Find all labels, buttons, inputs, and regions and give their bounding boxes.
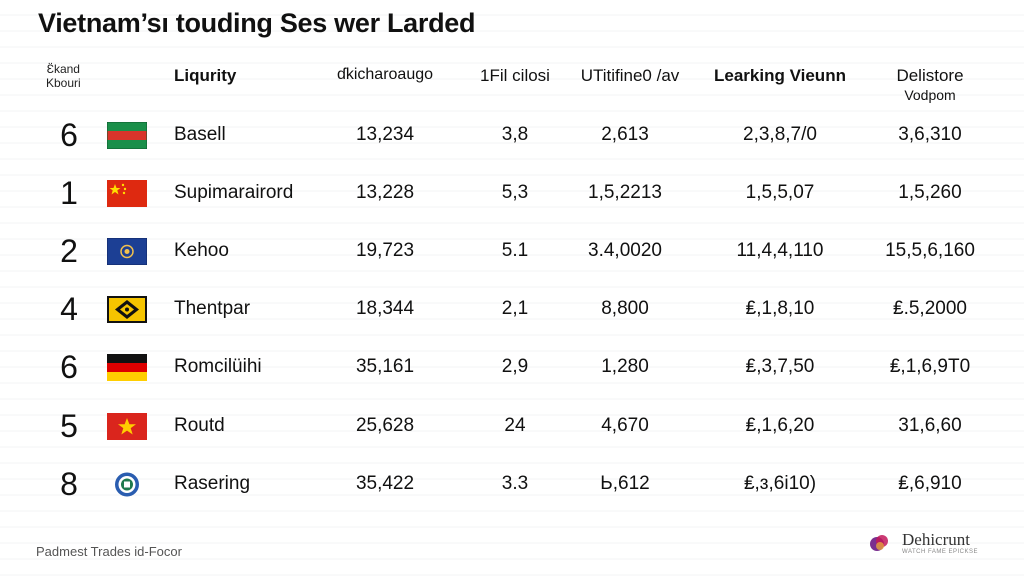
cell-col3: Ь,612 — [600, 473, 650, 494]
cell-col5: ₤,1,6,9T0 — [889, 356, 971, 377]
entry-name: Basell — [174, 124, 226, 145]
rank-header-line2: Kbouri — [46, 76, 81, 90]
cell-col4: 11,4,4,110 — [736, 240, 824, 261]
name-column-header: Liqurity — [174, 66, 237, 85]
rank-number: 1 — [60, 175, 78, 211]
col4-header: Learking Vieunn — [714, 66, 846, 85]
cell-col3: 3.4,0020 — [588, 240, 662, 261]
col1-header: ɗkicharoaugo — [336, 66, 434, 83]
entry-name: Thentpar — [174, 298, 251, 319]
cell-col4: ₤,3,7,50 — [745, 356, 815, 377]
cell-col2: 5.1 — [501, 240, 529, 261]
cell-col4: 1,5,5,07 — [745, 182, 815, 203]
table-row: 6 Basell 13,234 3,8 2,613 2,3,8,7/0 3,6,… — [0, 110, 1024, 160]
flag-icon — [107, 413, 147, 440]
entry-name: Routd — [174, 415, 225, 436]
cell-col1: 19,723 — [355, 240, 415, 261]
cell-col5: 1,5,260 — [898, 182, 962, 203]
flag-icon — [107, 180, 147, 207]
cell-col5: ₤,6,910 — [898, 473, 962, 494]
page-title: Vietnam’s​ı touding Ses wer Larded — [38, 8, 476, 38]
cell-col5: 31,6,60 — [898, 415, 962, 436]
cell-col3: 2,613 — [601, 124, 649, 145]
cell-col3: 8,800 — [601, 298, 649, 319]
brand-name: Dehicrunt — [902, 530, 970, 549]
cell-col2: 2,9 — [501, 356, 529, 377]
footer-caption: Padmest Trades id-Focor — [36, 544, 182, 559]
cell-col3: 4,670 — [601, 415, 649, 436]
cell-col1: 13,228 — [355, 182, 415, 203]
rank-column-header: Ɛ̈kand Kbouri — [46, 62, 81, 90]
table-row: 6 Romcilüihi 35,161 2,9 1,280 ₤,3,7,50 ₤… — [0, 342, 1024, 392]
rank-number: 5 — [60, 408, 78, 444]
cell-col1: 25,628 — [355, 415, 415, 436]
cell-col5: 3,6,310 — [898, 124, 962, 145]
col5-header: Delistore Vodpom — [860, 66, 1000, 103]
flag-icon — [107, 471, 147, 498]
cell-col5: ₤.5,2000 — [893, 298, 967, 319]
flag-icon — [107, 122, 147, 149]
cell-col1: 13,234 — [355, 124, 415, 145]
flag-icon — [107, 238, 147, 265]
col2-header: 1Fil cilosi — [480, 66, 550, 85]
flag-icon — [107, 354, 147, 381]
rank-number: 4 — [60, 291, 78, 327]
rank-number: 2 — [60, 233, 78, 269]
cell-col1: 18,344 — [355, 298, 415, 319]
cell-col2: 24 — [504, 415, 526, 436]
table-row: 4 Thentpar 18,344 2,1 8,800 ₤,1,8,10 ₤.5… — [0, 284, 1024, 334]
brand-logo-icon — [868, 532, 890, 554]
cell-col3: 1,5,2213 — [588, 182, 662, 203]
rank-number: 8 — [60, 466, 78, 502]
entry-name: Kehoo — [174, 240, 229, 261]
cell-col3: 1,280 — [601, 356, 649, 377]
cell-col5: 15,5,6,160 — [885, 240, 975, 261]
col5-header-subtitle: Vodpom — [904, 87, 956, 103]
cell-col2: 2,1 — [501, 298, 529, 319]
rank-number: 6 — [60, 349, 78, 385]
table-row: 5 Routd 25,628 24 4,670 ₤,1,6,20 31,6,60 — [0, 401, 1024, 451]
entry-name: Romcilüihi — [174, 356, 262, 377]
rank-header-line1: Ɛ̈kand — [46, 62, 80, 76]
flag-icon — [107, 296, 147, 323]
col5-header-title: Delistore — [896, 66, 964, 85]
cell-col2: 3,8 — [501, 124, 529, 145]
col3-header: UTitifine0 /av — [580, 66, 680, 85]
cell-col2: 3.3 — [501, 473, 529, 494]
brand-tagline: WATCH FAME EPICKSE — [902, 549, 979, 555]
cell-col4: ₤,1,6,20 — [745, 415, 815, 436]
entry-name: Supimarairord — [174, 182, 294, 203]
cell-col4: ₤,1,8,10 — [745, 298, 815, 319]
cell-col4: ₤,ɜ,6i10) — [743, 473, 817, 494]
table-row: 8 Rasering 35,422 3.3 Ь,612 ₤,ɜ,6i10) ₤,… — [0, 459, 1024, 509]
cell-col1: 35,161 — [355, 356, 415, 377]
cell-col2: 5,3 — [501, 182, 529, 203]
table-row: 1 Supimarairord 13,228 5,3 1,5,2213 1,5,… — [0, 168, 1024, 218]
cell-col4: 2,3,8,7/0 — [743, 124, 817, 145]
rank-number: 6 — [60, 117, 78, 153]
entry-name: Rasering — [174, 473, 251, 494]
brand-mark: Dehicrunt WATCH FAME EPICKSE — [868, 530, 998, 560]
table-row: 2 Kehoo 19,723 5.1 3.4,0020 11,4,4,110 1… — [0, 226, 1024, 276]
cell-col1: 35,422 — [355, 473, 415, 494]
